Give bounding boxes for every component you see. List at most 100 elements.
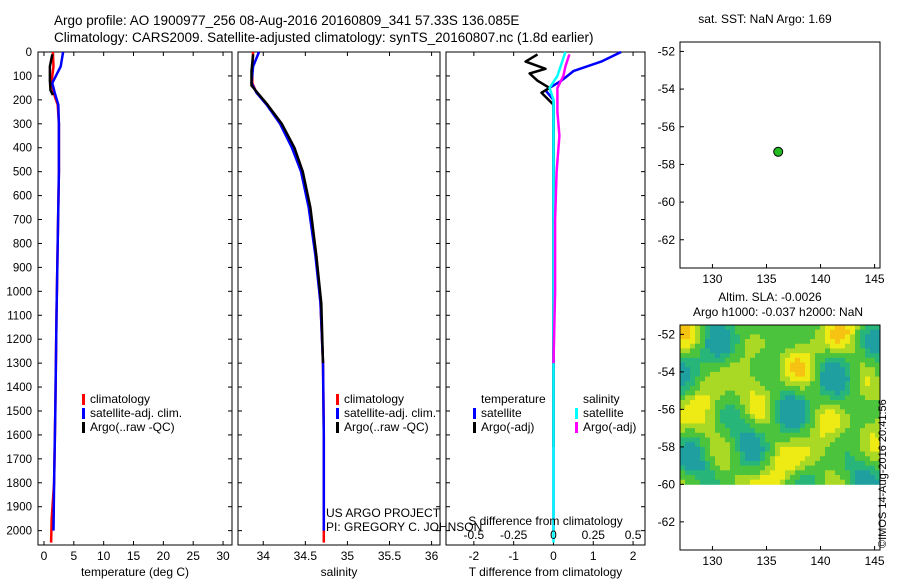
sla-heatmap-cell	[695, 367, 701, 373]
sla-heatmap-cell	[795, 475, 801, 481]
sla-heatmap-cell	[755, 451, 761, 457]
sla-heatmap-cell	[815, 456, 821, 462]
sla-heatmap-cell	[835, 353, 841, 359]
sla-heatmap-cell	[795, 446, 801, 452]
sla-heatmap-cell	[805, 451, 811, 457]
sla-heatmap-cell	[765, 395, 771, 401]
sla-heatmap-cell	[770, 385, 776, 392]
sla-heatmap-cell	[785, 362, 791, 368]
sla-heatmap-cell	[820, 446, 826, 452]
temperature-xtick-label: 30	[216, 549, 230, 563]
sla-heatmap-cell	[740, 418, 746, 424]
sla-heatmap-cell	[865, 432, 871, 438]
sla-heatmap-cell	[715, 432, 721, 438]
salinity-axes-box	[237, 51, 441, 546]
sla-heatmap-cell	[850, 381, 856, 387]
sla-heatmap-cell	[775, 446, 781, 452]
sla-heatmap-cell	[840, 367, 846, 373]
sla-heatmap-cell	[810, 381, 816, 387]
sla-heatmap-cell	[685, 371, 691, 377]
sla-heatmap-cell	[715, 367, 721, 373]
sla-heatmap-cell	[700, 418, 706, 424]
sla-heatmap-cell	[865, 390, 871, 396]
sla-heatmap-cell	[755, 428, 761, 434]
sla-heatmap-cell	[700, 470, 706, 476]
sla-heatmap-cell	[790, 451, 796, 457]
sla-heatmap-cell	[820, 385, 826, 392]
sla-heatmap-cell	[865, 465, 871, 471]
sla-heatmap-cell	[725, 442, 731, 448]
sla-heatmap-cell	[875, 451, 881, 457]
sla-heatmap-cell	[730, 451, 736, 457]
sla-heatmap-cell	[685, 404, 691, 410]
sla-heatmap-cell	[810, 390, 816, 396]
sla-heatmap-cell	[680, 432, 686, 438]
sla-heatmap-cell	[755, 437, 761, 443]
sla-heatmap-cell	[875, 446, 881, 452]
sla-heatmap-cell	[790, 446, 796, 452]
salinity-legend-swatch	[336, 394, 339, 405]
sla-heatmap-cell	[870, 423, 876, 429]
sla-heatmap-cell	[815, 428, 821, 434]
sla-heatmap-cell	[850, 376, 856, 382]
sla-heatmap-cell	[870, 339, 876, 345]
sla-heatmap-cell	[735, 362, 741, 368]
sla-heatmap-cell	[825, 348, 831, 354]
sla-heatmap-cell	[745, 470, 751, 476]
sla-heatmap-cell	[795, 381, 801, 387]
sla-heatmap-cell	[780, 329, 786, 335]
sla-heatmap-cell	[765, 334, 771, 340]
sla-heatmap-cell	[685, 432, 691, 438]
sla-heatmap-cell	[810, 418, 816, 424]
sla-heatmap-cell	[770, 367, 776, 373]
sla-heatmap-cell	[705, 456, 711, 462]
sla-heatmap-cell	[770, 446, 776, 452]
sla-heatmap-cell	[870, 479, 876, 485]
temperature-legend-label: satellite-adj. clim.	[90, 406, 182, 420]
sla-heatmap-cell	[830, 460, 836, 467]
sla-heatmap-cell	[875, 428, 881, 434]
sla-heatmap-cell	[695, 479, 701, 485]
sla-heatmap-cell	[705, 414, 711, 420]
difference-series-sal_satellite	[548, 51, 567, 543]
sla-heatmap-cell	[760, 353, 766, 359]
sla-heatmap-cell	[850, 409, 856, 415]
sla-heatmap-cell	[760, 437, 766, 443]
sla-heatmap-cell	[740, 432, 746, 438]
sla-heatmap-cell	[730, 325, 736, 331]
sla-heatmap-cell	[735, 371, 741, 377]
sla-heatmap-cell	[855, 418, 861, 424]
sla-heatmap-cell	[770, 334, 776, 340]
sla-heatmap-cell	[825, 418, 831, 424]
sla-heatmap-cell	[720, 381, 726, 387]
sla-heatmap-cell	[805, 460, 811, 467]
sla-heatmap-cell	[725, 460, 731, 467]
sla-heatmap-cell	[720, 400, 726, 406]
sla-heatmap-cell	[685, 428, 691, 434]
sla-heatmap-cell	[710, 418, 716, 424]
sla-heatmap-cell	[765, 451, 771, 457]
sla-heatmap-cell	[715, 475, 721, 481]
sla-heatmap-cell	[740, 371, 746, 377]
depth-tick-label: 600	[13, 191, 32, 203]
sla-heatmap-cell	[770, 404, 776, 410]
sla-heatmap-cell	[685, 348, 691, 354]
sla-heatmap-cell	[685, 475, 691, 481]
sla-heatmap-cell	[825, 404, 831, 410]
sla-heatmap-cell	[855, 334, 861, 340]
sla-heatmap-cell	[860, 432, 866, 438]
sla-heatmap-cell	[870, 418, 876, 424]
sla-heatmap-cell	[790, 409, 796, 415]
sla-heatmap-cell	[695, 437, 701, 443]
sla-heatmap-cell	[805, 428, 811, 434]
sla-heatmap-cell	[730, 357, 736, 363]
sla-heatmap-cell	[770, 437, 776, 443]
sla-heatmap-cell	[785, 432, 791, 438]
sla-heatmap-cell	[710, 432, 716, 438]
sla-heatmap-cell	[750, 442, 756, 448]
sla-heatmap-cell	[695, 456, 701, 462]
sla-heatmap-cell	[745, 376, 751, 382]
sla-heatmap-cell	[825, 376, 831, 382]
sla-heatmap-cell	[780, 409, 786, 415]
sla-heatmap-cell	[770, 414, 776, 420]
